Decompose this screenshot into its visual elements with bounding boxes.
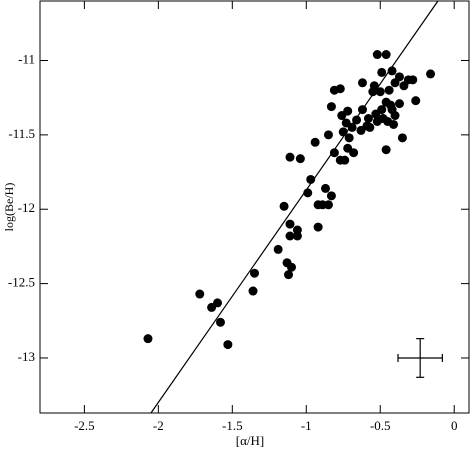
data-point bbox=[250, 268, 259, 278]
y-tick-label: -12 bbox=[18, 200, 35, 215]
x-tick-label: 0 bbox=[451, 418, 458, 433]
data-point bbox=[195, 289, 205, 299]
data-point bbox=[377, 105, 387, 115]
data-point bbox=[363, 114, 373, 124]
data-point bbox=[344, 133, 354, 143]
data-point bbox=[285, 231, 295, 241]
data-point bbox=[347, 122, 357, 132]
data-point bbox=[372, 116, 382, 126]
data-point bbox=[326, 102, 336, 112]
data-point bbox=[372, 50, 382, 60]
x-tick-label: -0.5 bbox=[370, 418, 391, 433]
data-point bbox=[349, 148, 359, 158]
data-point bbox=[357, 105, 367, 115]
data-point bbox=[326, 191, 336, 201]
fit-line bbox=[150, 0, 439, 414]
data-point bbox=[310, 137, 320, 147]
data-point bbox=[390, 111, 400, 121]
data-point bbox=[323, 130, 333, 140]
data-point bbox=[223, 340, 233, 350]
y-tick-label: -13 bbox=[18, 349, 35, 364]
data-point bbox=[143, 334, 153, 344]
data-point bbox=[357, 78, 367, 88]
data-point bbox=[365, 122, 375, 132]
x-tick-label: -1.5 bbox=[222, 418, 243, 433]
x-tick-label: -1 bbox=[301, 418, 312, 433]
data-point bbox=[389, 119, 399, 129]
data-point bbox=[313, 222, 323, 232]
data-point bbox=[381, 145, 391, 155]
data-point bbox=[284, 270, 294, 280]
data-point bbox=[411, 96, 421, 106]
data-point bbox=[323, 200, 333, 210]
data-point bbox=[292, 225, 302, 235]
data-point bbox=[207, 302, 217, 312]
y-tick-label: -12.5 bbox=[8, 275, 35, 290]
data-point bbox=[343, 106, 353, 116]
data-point bbox=[285, 219, 295, 229]
data-point bbox=[384, 85, 394, 95]
data-point bbox=[397, 133, 407, 143]
data-point bbox=[340, 155, 350, 165]
data-point bbox=[338, 127, 348, 137]
data-point bbox=[335, 84, 345, 94]
x-tick-label: -2.5 bbox=[74, 418, 95, 433]
data-point bbox=[215, 317, 225, 327]
data-point bbox=[375, 87, 385, 97]
data-point bbox=[279, 201, 289, 211]
data-point bbox=[426, 69, 436, 79]
data-point bbox=[381, 50, 391, 60]
data-point bbox=[282, 258, 292, 268]
data-point bbox=[377, 67, 387, 77]
data-point bbox=[295, 154, 305, 164]
y-tick-label: -11 bbox=[18, 51, 35, 66]
x-axis-label: [α/H] bbox=[236, 433, 264, 448]
data-point bbox=[394, 99, 404, 109]
plot-frame bbox=[39, 0, 470, 414]
y-tick-label: -11.5 bbox=[8, 126, 35, 141]
y-axis-label: log(Be/H) bbox=[2, 183, 16, 232]
data-point bbox=[368, 87, 378, 97]
data-point bbox=[352, 115, 362, 125]
data-point bbox=[248, 286, 258, 296]
data-point bbox=[273, 244, 283, 254]
data-point bbox=[285, 152, 295, 162]
data-point bbox=[306, 174, 316, 184]
data-point bbox=[321, 183, 331, 193]
data-point bbox=[329, 148, 339, 158]
data-point bbox=[303, 188, 313, 198]
data-point bbox=[394, 72, 404, 82]
data-point bbox=[403, 75, 413, 85]
x-tick-label: -2 bbox=[153, 418, 164, 433]
data-point bbox=[387, 66, 397, 76]
